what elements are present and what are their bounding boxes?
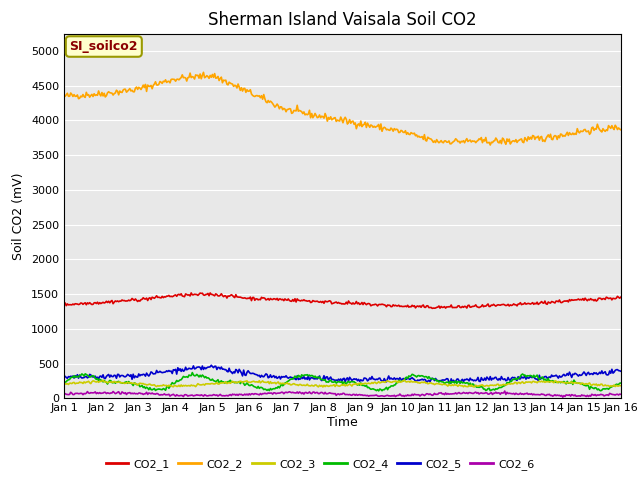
Legend: CO2_1, CO2_2, CO2_3, CO2_4, CO2_5, CO2_6: CO2_1, CO2_2, CO2_3, CO2_4, CO2_5, CO2_6 <box>101 455 539 474</box>
Text: SI_soilco2: SI_soilco2 <box>70 40 138 53</box>
Y-axis label: Soil CO2 (mV): Soil CO2 (mV) <box>12 172 26 260</box>
X-axis label: Time: Time <box>327 416 358 429</box>
Title: Sherman Island Vaisala Soil CO2: Sherman Island Vaisala Soil CO2 <box>208 11 477 29</box>
